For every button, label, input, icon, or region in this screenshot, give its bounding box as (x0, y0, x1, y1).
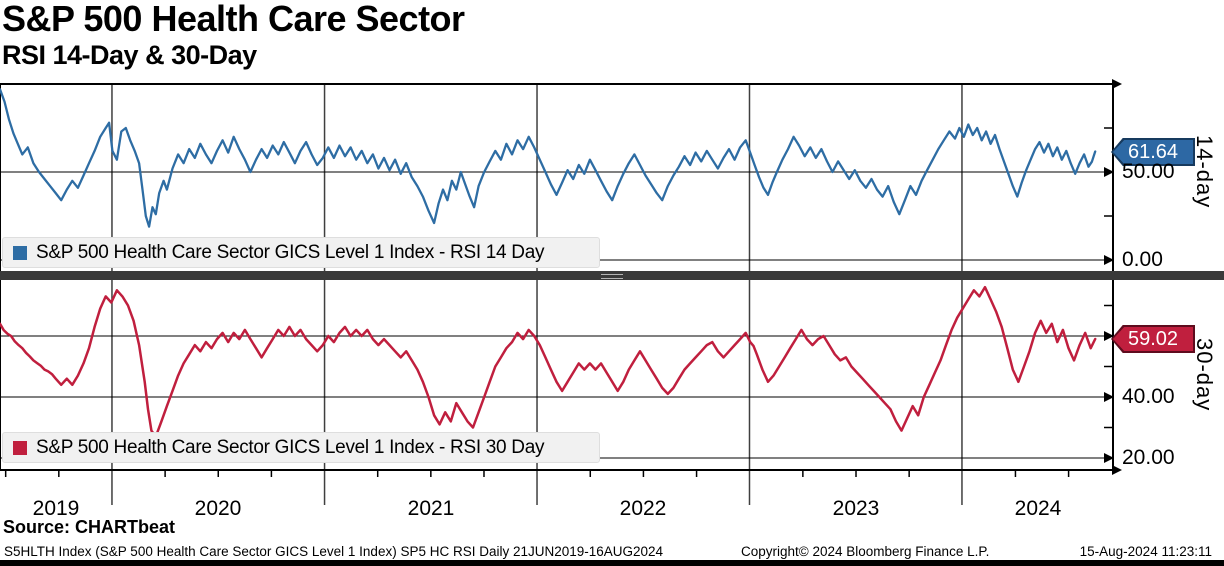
timestamp: 15-Aug-2024 11:23:11 (1079, 544, 1212, 559)
legend-label-rsi14: S&P 500 Health Care Sector GICS Level 1 … (36, 241, 545, 263)
legend-swatch-rsi30-icon (13, 440, 27, 455)
legend-swatch-rsi14-icon (13, 245, 27, 260)
panel-divider (0, 271, 1224, 280)
bottom-edge-bar (0, 560, 1224, 566)
x-tick-2023: 2023 (832, 497, 880, 520)
ytick-20: 20.00 (1122, 446, 1175, 469)
ytick-0: 0.00 (1122, 248, 1163, 271)
last-value-tag-rsi30: 59.02 (1111, 325, 1195, 353)
chart-description: S5HLTH Index (S&P 500 Health Care Sector… (4, 544, 664, 559)
ytick-50: 50.00 (1122, 160, 1175, 183)
legend-rsi30: S&P 500 Health Care Sector GICS Level 1 … (2, 432, 600, 463)
legend-rsi14: S&P 500 Health Care Sector GICS Level 1 … (2, 237, 600, 268)
source-label: Source: CHARTbeat (3, 517, 176, 537)
axis-label-14day: 14-day (1192, 135, 1217, 209)
last-value-rsi14: 61.64 (1113, 140, 1193, 164)
x-tick-2019: 2019 (32, 497, 80, 520)
x-tick-2020: 2020 (194, 497, 242, 520)
copyright-text: Copyright© 2024 Bloomberg Finance L.P. (741, 544, 990, 559)
axis-label-30day: 30-day (1192, 338, 1217, 412)
legend-label-rsi30: S&P 500 Health Care Sector GICS Level 1 … (36, 436, 545, 458)
x-tick-2024: 2024 (1014, 497, 1062, 520)
last-value-rsi30: 59.02 (1113, 327, 1193, 351)
x-tick-2022: 2022 (619, 497, 667, 520)
x-tick-2021: 2021 (407, 497, 455, 520)
divider-handle-icon[interactable] (601, 274, 623, 279)
ytick-40: 40.00 (1122, 385, 1175, 408)
page-subtitle: RSI 14-Day & 30-Day (2, 40, 257, 70)
page-title: S&P 500 Health Care Sector (2, 0, 465, 39)
last-value-tag-rsi14: 61.64 (1111, 138, 1195, 166)
